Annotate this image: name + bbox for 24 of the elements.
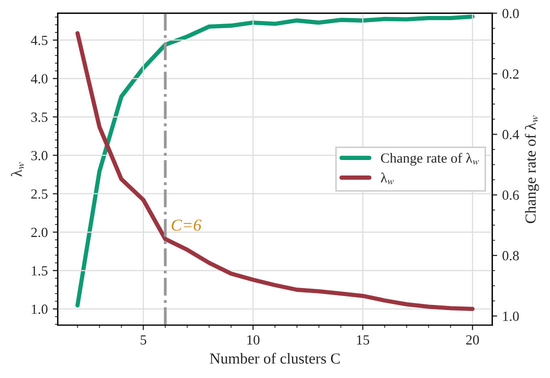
x-axis-title: Number of clusters C xyxy=(210,352,340,364)
y-tick-label: 4.0 xyxy=(30,74,48,84)
y-axis-title: λ$_{w}$ xyxy=(11,162,24,177)
x-tick-label: 10 xyxy=(247,335,260,345)
y-tick-label: 3.5 xyxy=(31,112,48,122)
x-tick-label: 5 xyxy=(140,335,146,345)
y2-tick-label: 0.6 xyxy=(502,190,519,200)
y-tick-label: 4.5 xyxy=(30,36,48,46)
legend-label: λ$_{w}$ xyxy=(380,172,394,184)
y-tick-label: 1.5 xyxy=(32,266,48,276)
y-tick-label: 3.0 xyxy=(31,150,48,160)
y2-tick-label: 0.8 xyxy=(502,251,519,260)
y2-tick-label: 0.4 xyxy=(502,130,520,140)
y-tick-label: 1.0 xyxy=(32,304,48,314)
y2-tick-label: 0.0 xyxy=(502,8,519,18)
y2-axis-title: Change rate of λ$_{w}$ xyxy=(524,115,539,224)
x-tick-label: 20 xyxy=(466,335,479,345)
legend-label: Change rate of λ$_{w}$ xyxy=(381,152,479,166)
y-tick-label: 2.0 xyxy=(31,228,48,238)
y2-tick-label: 0.2 xyxy=(502,69,519,79)
y-tick-label: 2.5 xyxy=(31,189,48,199)
x-tick-label: 15 xyxy=(357,335,370,345)
ref-line-label: C=6 xyxy=(172,220,202,231)
y2-tick-label: 1.0 xyxy=(503,312,519,322)
